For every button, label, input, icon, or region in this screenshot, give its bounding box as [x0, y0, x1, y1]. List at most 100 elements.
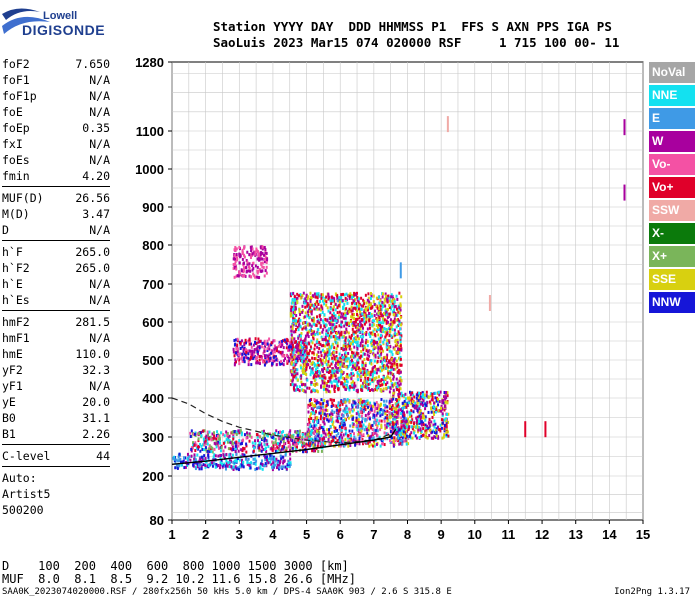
data-point — [283, 445, 286, 449]
data-point — [324, 432, 327, 436]
data-point — [323, 399, 326, 403]
data-point — [336, 383, 339, 387]
data-point — [355, 421, 358, 425]
data-point — [379, 410, 382, 414]
data-point — [366, 298, 369, 302]
data-point — [197, 439, 200, 443]
data-point — [306, 386, 309, 390]
data-point — [241, 251, 244, 255]
data-point — [301, 449, 304, 453]
data-point — [193, 432, 196, 436]
data-point — [342, 362, 345, 366]
data-point — [348, 340, 351, 344]
y-tick-label: 800 — [142, 238, 164, 253]
data-point — [391, 302, 394, 306]
data-point — [310, 362, 313, 366]
data-point — [369, 410, 372, 414]
x-tick-label: 1 — [168, 527, 175, 542]
data-point — [409, 393, 412, 397]
data-point — [443, 433, 446, 437]
data-point — [359, 378, 362, 382]
data-point — [240, 448, 243, 452]
y-tick-label: 300 — [142, 430, 164, 445]
data-point — [445, 425, 448, 429]
data-point — [316, 328, 319, 332]
data-point — [363, 405, 366, 409]
data-point — [321, 437, 324, 441]
data-point — [336, 368, 339, 372]
data-point — [373, 303, 376, 307]
data-point — [427, 426, 430, 430]
data-point — [359, 427, 362, 431]
data-point — [359, 421, 362, 425]
data-point — [384, 335, 387, 339]
data-point — [371, 305, 374, 309]
data-point — [249, 434, 252, 438]
data-point — [391, 328, 394, 332]
data-point — [356, 317, 359, 321]
data-point — [329, 442, 332, 446]
data-point — [241, 248, 244, 252]
data-point — [331, 409, 334, 413]
data-point — [324, 335, 327, 339]
data-point — [388, 340, 391, 344]
data-point — [392, 417, 395, 421]
data-point — [284, 449, 287, 453]
data-point — [421, 403, 424, 407]
data-point — [271, 359, 274, 363]
data-point — [322, 368, 325, 372]
data-point — [425, 431, 428, 435]
data-point — [344, 387, 347, 391]
data-point — [382, 377, 385, 381]
data-point — [396, 388, 399, 392]
data-point — [318, 369, 321, 373]
data-point — [336, 294, 339, 298]
data-point — [397, 347, 400, 351]
data-point — [323, 324, 326, 328]
data-point — [333, 379, 336, 383]
data-point — [294, 430, 297, 434]
data-point — [239, 464, 242, 468]
chart-grid — [171, 61, 644, 521]
data-point — [400, 334, 403, 338]
data-point — [349, 344, 352, 348]
data-point — [293, 348, 296, 352]
data-point — [231, 453, 234, 457]
data-point — [337, 360, 340, 364]
data-point — [313, 398, 316, 402]
data-point — [372, 329, 375, 333]
data-point — [380, 398, 383, 402]
data-point — [404, 417, 407, 421]
data-point — [265, 450, 268, 454]
data-point — [265, 455, 268, 459]
data-point — [341, 353, 344, 357]
data-point — [227, 447, 230, 451]
data-point — [291, 382, 294, 386]
data-point — [341, 315, 344, 319]
data-point — [322, 431, 325, 435]
data-point — [318, 340, 321, 344]
data-point — [351, 342, 354, 346]
data-point — [206, 430, 209, 434]
data-point — [264, 361, 267, 365]
divider — [2, 466, 110, 467]
data-point — [379, 323, 382, 327]
data-point — [379, 336, 382, 340]
data-point — [363, 310, 366, 314]
data-point — [370, 362, 373, 366]
data-point — [242, 261, 245, 265]
data-point — [183, 466, 186, 470]
data-point — [340, 439, 343, 443]
data-point — [232, 465, 235, 469]
data-point — [233, 361, 236, 365]
data-point — [236, 456, 239, 460]
data-point — [378, 407, 381, 411]
param-value: N/A — [89, 379, 110, 393]
data-point — [247, 359, 250, 363]
data-point — [320, 335, 323, 339]
data-point — [437, 390, 440, 394]
data-point — [249, 245, 252, 249]
data-point — [252, 444, 255, 448]
data-point — [381, 302, 384, 306]
data-point — [272, 355, 275, 359]
